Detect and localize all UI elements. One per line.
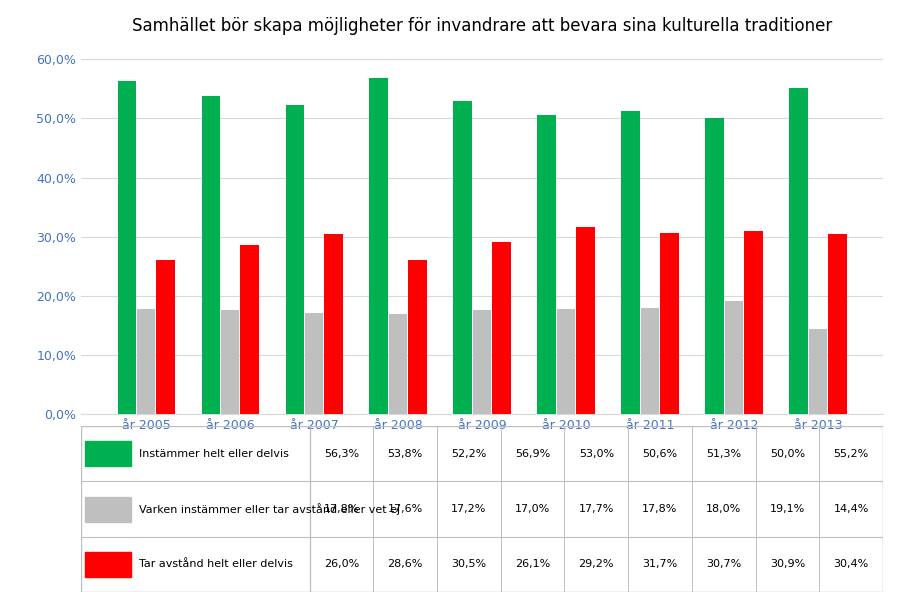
Text: 50,0%: 50,0%	[769, 449, 805, 459]
Bar	[473, 310, 491, 414]
Text: 55,2%: 55,2%	[833, 449, 869, 459]
Bar	[305, 313, 323, 414]
Bar	[117, 81, 136, 414]
Bar	[724, 301, 743, 414]
Bar	[286, 105, 304, 414]
Text: 52,2%: 52,2%	[451, 449, 487, 459]
Text: Tar avstånd helt eller delvis: Tar avstånd helt eller delvis	[140, 559, 293, 570]
Title: Samhället bör skapa möjligheter för invandrare att bevara sina kulturella tradit: Samhället bör skapa möjligheter för inva…	[132, 17, 833, 35]
Text: 56,9%: 56,9%	[515, 449, 551, 459]
Bar	[538, 115, 556, 414]
Bar	[641, 308, 660, 414]
Text: 17,0%: 17,0%	[515, 504, 551, 514]
Bar	[744, 231, 762, 414]
Text: 26,1%: 26,1%	[515, 559, 551, 570]
Bar	[408, 260, 426, 414]
Bar	[324, 234, 342, 414]
Bar	[789, 88, 808, 414]
Text: 17,8%: 17,8%	[323, 504, 359, 514]
Text: 53,0%: 53,0%	[578, 449, 614, 459]
Bar	[705, 118, 724, 414]
Text: 17,6%: 17,6%	[387, 504, 423, 514]
Text: 26,0%: 26,0%	[323, 559, 359, 570]
Text: 17,8%: 17,8%	[642, 504, 678, 514]
Text: 17,2%: 17,2%	[451, 504, 487, 514]
Bar	[557, 309, 575, 414]
Bar	[809, 329, 827, 414]
Bar	[828, 234, 847, 414]
Text: 19,1%: 19,1%	[769, 504, 805, 514]
Bar	[622, 111, 640, 414]
Text: 18,0%: 18,0%	[706, 504, 742, 514]
Bar	[85, 497, 131, 522]
Bar	[221, 310, 240, 414]
Text: 30,5%: 30,5%	[451, 559, 487, 570]
Text: 29,2%: 29,2%	[578, 559, 614, 570]
Bar	[156, 260, 175, 414]
Text: 17,7%: 17,7%	[578, 504, 614, 514]
Text: Varken instämmer eller tar avstånd eller vet ej: Varken instämmer eller tar avstånd eller…	[140, 503, 400, 515]
Bar	[202, 96, 220, 414]
Bar	[85, 442, 131, 466]
Text: 56,3%: 56,3%	[324, 449, 359, 459]
Text: 14,4%: 14,4%	[833, 504, 869, 514]
Bar	[369, 78, 388, 414]
Bar	[492, 242, 511, 414]
Text: Instämmer helt eller delvis: Instämmer helt eller delvis	[140, 449, 289, 459]
Bar	[241, 245, 259, 414]
Text: 51,3%: 51,3%	[706, 449, 742, 459]
Text: 53,8%: 53,8%	[387, 449, 423, 459]
Bar	[660, 233, 678, 414]
Bar	[137, 309, 155, 414]
Text: 28,6%: 28,6%	[387, 559, 423, 570]
Text: 30,7%: 30,7%	[706, 559, 742, 570]
Bar	[389, 314, 407, 414]
Text: 31,7%: 31,7%	[642, 559, 678, 570]
Text: 30,9%: 30,9%	[769, 559, 805, 570]
Bar	[576, 227, 595, 414]
Text: 30,4%: 30,4%	[833, 559, 869, 570]
Bar	[453, 101, 472, 414]
Text: 50,6%: 50,6%	[642, 449, 678, 459]
Bar	[85, 552, 131, 577]
